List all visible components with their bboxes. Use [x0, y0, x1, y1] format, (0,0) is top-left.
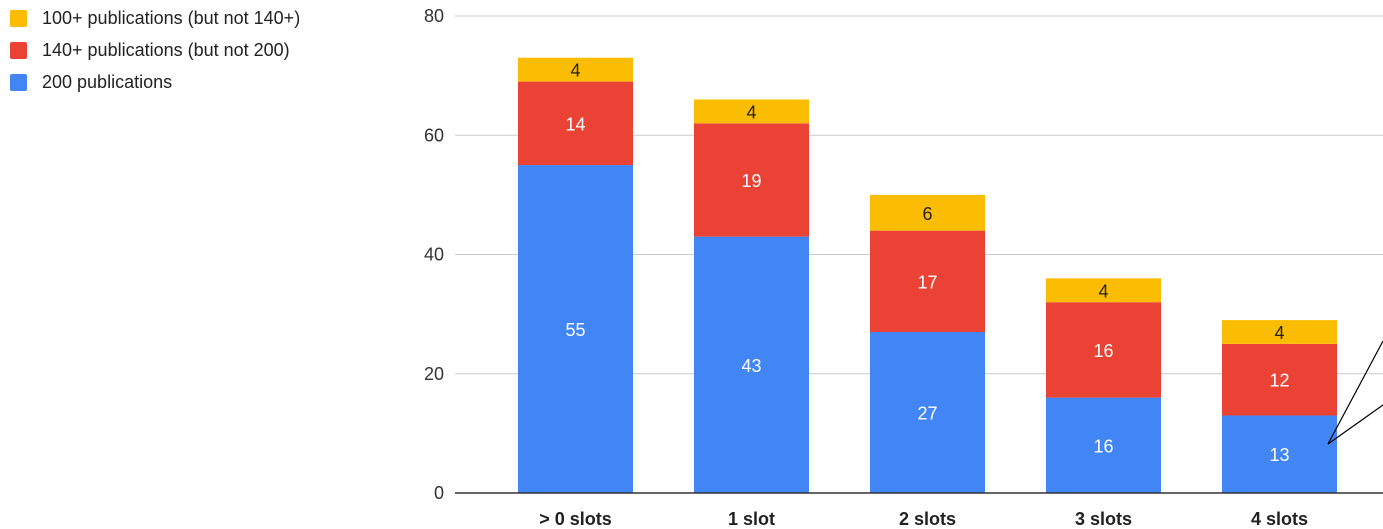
bar-segment — [694, 123, 809, 237]
data-label: 13 — [1269, 445, 1289, 465]
data-label: 12 — [1269, 371, 1289, 391]
data-label: 16 — [1093, 436, 1113, 456]
x-tick-label: 3 slots — [1075, 509, 1132, 529]
bar-segment — [518, 165, 633, 493]
bar-segment — [870, 230, 985, 333]
data-label: 27 — [917, 404, 937, 424]
annotation-pointer-line — [1327, 404, 1383, 445]
data-label: 4 — [1274, 323, 1284, 343]
y-tick-label: 20 — [424, 364, 444, 384]
data-label: 4 — [1098, 281, 1108, 301]
legend-swatch-140-plus — [10, 41, 27, 59]
x-tick-label: 1 slot — [728, 509, 775, 529]
bar-segment — [1222, 320, 1337, 344]
data-label: 19 — [741, 171, 761, 191]
x-tick-label: 4 slots — [1251, 509, 1308, 529]
data-label: 4 — [570, 61, 580, 81]
bar-segment — [518, 57, 633, 82]
bar-segment — [1046, 278, 1161, 303]
data-label: 43 — [741, 356, 761, 376]
x-tick-label: > 0 slots — [539, 509, 612, 529]
legend-label-100-plus: 100+ publications (but not 140+) — [42, 7, 301, 28]
y-tick-label: 60 — [424, 125, 444, 145]
legend-item-200: 200 publications — [10, 66, 300, 98]
bar-segment — [870, 332, 985, 493]
bar-segment — [1222, 343, 1337, 416]
legend-item-100-plus: 100+ publications (but not 140+) — [10, 2, 300, 34]
legend-item-140-plus: 140+ publications (but not 200) — [10, 34, 300, 66]
bar-segment — [694, 99, 809, 124]
legend-swatch-200 — [10, 73, 27, 91]
annotation-pointer-line — [1327, 340, 1383, 445]
data-label: 14 — [565, 114, 585, 134]
data-label: 16 — [1093, 341, 1113, 361]
y-tick-label: 40 — [424, 245, 444, 265]
data-label: 55 — [565, 320, 585, 340]
legend-label-200: 200 publications — [42, 71, 173, 92]
legend-swatch-100-plus — [10, 9, 27, 27]
y-tick-label: 0 — [434, 483, 444, 503]
y-tick-label: 80 — [424, 6, 444, 26]
bar-segment — [1046, 302, 1161, 398]
bar-segment — [870, 194, 985, 231]
bar-segment — [694, 236, 809, 494]
legend: 100+ publications (but not 140+) 140+ pu… — [10, 2, 300, 98]
bar-segment — [518, 81, 633, 166]
bar-segment — [1222, 415, 1337, 493]
data-label: 6 — [922, 204, 932, 224]
data-label: 17 — [917, 272, 937, 292]
data-label: 4 — [746, 102, 756, 122]
x-tick-label: 2 slots — [899, 509, 956, 529]
bar-segment — [1046, 397, 1161, 493]
legend-label-140-plus: 140+ publications (but not 200) — [42, 39, 290, 60]
